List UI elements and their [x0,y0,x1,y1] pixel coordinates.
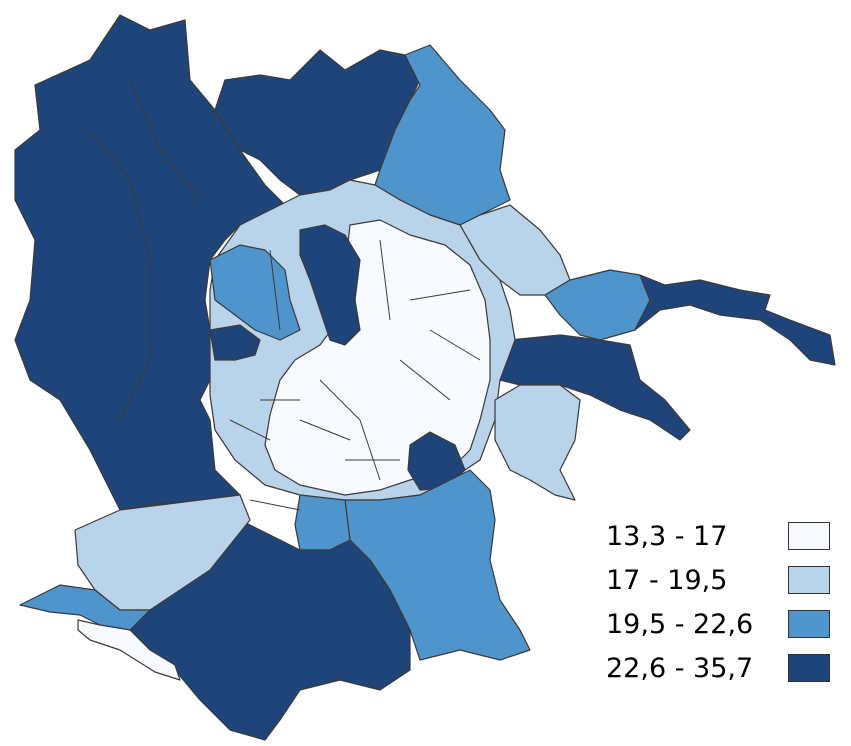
legend-label: 13,3 - 17 [606,520,728,552]
legend-swatch [788,654,830,682]
legend-swatch [788,610,830,638]
legend-item: 17 - 19,5 [606,558,846,602]
legend: 13,3 - 17 17 - 19,5 19,5 - 22,6 22,6 - 3… [606,514,846,690]
zone-center-dark [299,224,361,346]
zone-coastal-white [77,619,181,681]
legend-label: 17 - 19,5 [606,564,728,596]
zone-far-east [634,274,836,366]
district-lines [89,79,481,511]
legend-item: 22,6 - 35,7 [606,646,846,690]
zone-se-light [494,384,581,501]
zone-sw-medium [294,494,351,551]
legend-label: 19,5 - 22,6 [606,608,754,640]
legend-swatch [788,566,830,594]
legend-item: 13,3 - 17 [606,514,846,558]
zone-inner-west-dark [209,324,261,361]
zone-core [264,219,491,496]
legend-label: 22,6 - 35,7 [606,652,754,684]
zone-west-coast [19,584,151,631]
legend-swatch [788,522,830,550]
legend-item: 19,5 - 22,6 [606,602,846,646]
zone-northwest [14,14,291,511]
zone-west-ring [209,244,301,341]
